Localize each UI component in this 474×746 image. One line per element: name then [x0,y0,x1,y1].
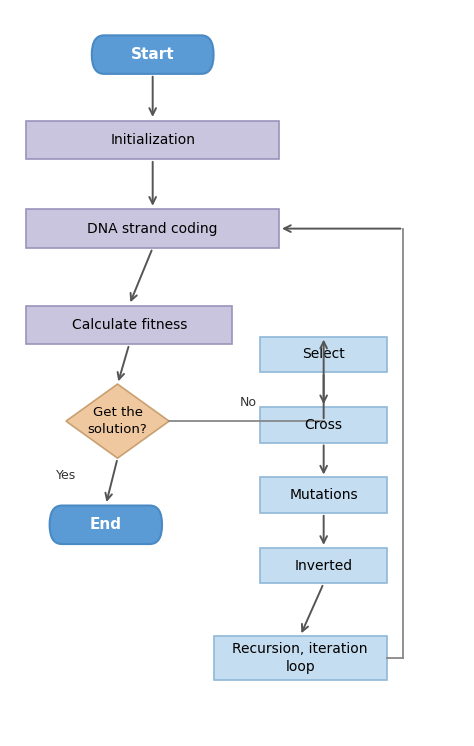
Text: Inverted: Inverted [295,559,353,572]
Text: Start: Start [131,47,174,62]
Text: Select: Select [302,348,345,362]
FancyBboxPatch shape [26,210,279,248]
FancyBboxPatch shape [92,35,214,74]
Text: End: End [90,517,122,533]
Text: Mutations: Mutations [289,488,358,502]
FancyBboxPatch shape [260,548,387,583]
FancyBboxPatch shape [50,506,162,544]
FancyBboxPatch shape [260,336,387,372]
FancyBboxPatch shape [214,636,387,680]
Text: Cross: Cross [305,418,343,432]
Text: Get the
solution?: Get the solution? [88,406,147,436]
Text: Calculate fitness: Calculate fitness [72,318,187,332]
FancyBboxPatch shape [26,306,232,344]
Polygon shape [66,384,169,458]
Text: Recursion, iteration
loop: Recursion, iteration loop [232,642,368,674]
Text: No: No [240,396,257,409]
FancyBboxPatch shape [260,477,387,513]
FancyBboxPatch shape [26,121,279,159]
Text: Initialization: Initialization [110,133,195,147]
Text: Yes: Yes [56,468,76,482]
FancyBboxPatch shape [260,407,387,442]
Text: DNA strand coding: DNA strand coding [87,222,218,236]
